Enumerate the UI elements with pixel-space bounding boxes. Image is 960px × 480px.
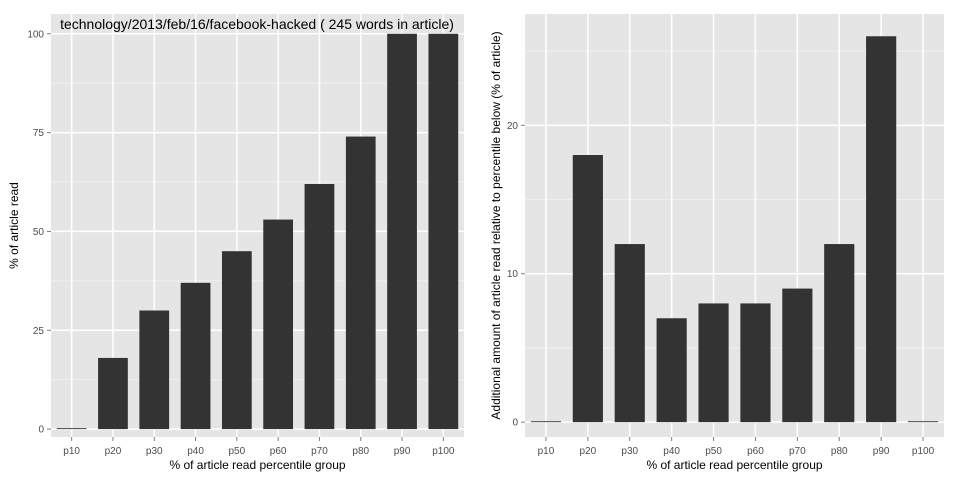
- x-tick-label: p10: [538, 446, 555, 457]
- bar-p100: [907, 421, 939, 423]
- chart-title: technology/2013/feb/16/facebook-hacked (…: [60, 16, 454, 32]
- y-tick-label: 25: [33, 326, 45, 337]
- x-tick-label: p60: [747, 446, 764, 457]
- y-tick-label: 100: [27, 29, 44, 40]
- bar-p70: [782, 288, 813, 423]
- bar-p60: [263, 219, 294, 430]
- x-tick-label: p40: [663, 446, 680, 457]
- x-tick-label: p100: [912, 446, 935, 457]
- x-tick-label: p70: [311, 446, 328, 457]
- x-tick-label: p20: [105, 446, 122, 457]
- y-tick-label: 0: [38, 425, 44, 436]
- bar-p10: [530, 421, 562, 423]
- bar-p90: [387, 33, 417, 430]
- x-tick-label: p60: [270, 446, 287, 457]
- bar-p100: [428, 33, 459, 430]
- bar-p80: [824, 244, 855, 423]
- y-axis-title: Additional amount of article read relati…: [489, 31, 503, 419]
- x-tick-label: p30: [621, 446, 638, 457]
- x-tick-label: p10: [63, 446, 80, 457]
- x-tick-label: p70: [789, 446, 806, 457]
- y-tick-label: 75: [33, 128, 45, 139]
- x-tick-label: p90: [394, 446, 411, 457]
- bar-p90: [866, 36, 897, 423]
- x-tick-label: p30: [146, 446, 163, 457]
- bar-p20: [572, 155, 603, 423]
- y-tick-label: 50: [33, 227, 45, 238]
- bar-p70: [304, 183, 335, 430]
- y-tick-label: 0: [512, 418, 518, 429]
- chart-right: 0 10 20 p10 p20 p30 p40 p50 p60 p70 p80 p90 p100 % of…: [489, 14, 944, 472]
- y-tick-label: 20: [507, 121, 519, 132]
- x-axis-title: % of article read percentile group: [169, 458, 345, 472]
- x-tick-label: p40: [187, 446, 204, 457]
- x-tick-label: p20: [580, 446, 597, 457]
- bar-p30: [139, 310, 170, 430]
- x-tick-label: p80: [352, 446, 369, 457]
- x-tick-label: p100: [432, 446, 455, 457]
- x-tick-label: p50: [229, 446, 246, 457]
- y-axis-title: % of article read: [7, 182, 21, 269]
- bar-p80: [345, 136, 376, 430]
- bar-p40: [180, 282, 211, 430]
- y-tick-label: 10: [507, 269, 519, 280]
- bar-p50: [221, 251, 252, 430]
- x-axis-title: % of article read percentile group: [646, 458, 822, 472]
- bar-p50: [698, 303, 729, 423]
- bar-p60: [740, 303, 771, 423]
- x-tick-label: p80: [831, 446, 848, 457]
- x-tick-label: p90: [873, 446, 890, 457]
- bar-p10: [56, 428, 87, 430]
- bar-p20: [98, 357, 128, 430]
- chart-left: 0 25 50 75 100 p10 p20 p30 p40 p50 p60 p70 p80 p90 p10…: [7, 14, 464, 472]
- bar-p30: [614, 244, 645, 423]
- bar-p40: [656, 318, 687, 423]
- x-tick-label: p50: [705, 446, 722, 457]
